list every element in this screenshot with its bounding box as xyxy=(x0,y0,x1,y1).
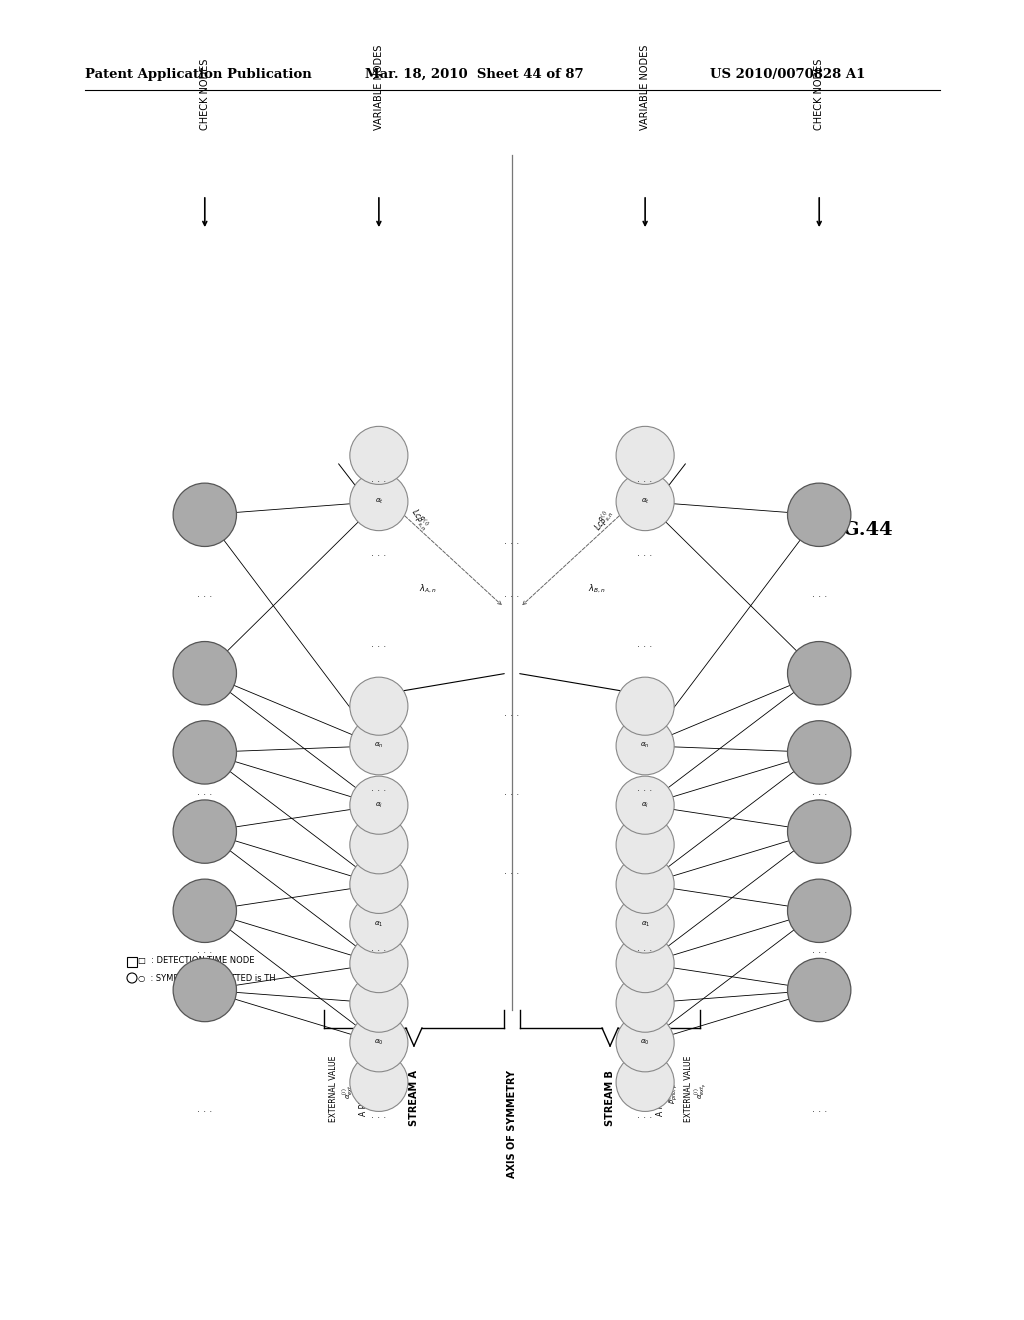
Text: $\alpha_{ext_p}^{(i)}$: $\alpha_{ext_p}^{(i)}$ xyxy=(340,1082,357,1098)
Text: . . .: . . . xyxy=(638,548,652,558)
Text: . . .: . . . xyxy=(505,708,519,718)
Text: EXTERNAL VALUE: EXTERNAL VALUE xyxy=(684,1056,692,1122)
Text: $\alpha_0$: $\alpha_0$ xyxy=(640,1039,650,1047)
Text: $Lc\beta_{s,n}^{(i)}$: $Lc\beta_{s,n}^{(i)}$ xyxy=(592,506,617,533)
Text: $\alpha_n$: $\alpha_n$ xyxy=(640,742,650,750)
Text: $\alpha_n$: $\alpha_n$ xyxy=(374,742,384,750)
Text: $\alpha_i$: $\alpha_i$ xyxy=(375,801,383,809)
Text: $\alpha_1$: $\alpha_1$ xyxy=(374,920,384,928)
Text: . . .: . . . xyxy=(372,474,386,484)
Text: . . .: . . . xyxy=(812,589,826,599)
Circle shape xyxy=(350,677,408,735)
Circle shape xyxy=(616,717,674,775)
Text: CHECK NODES: CHECK NODES xyxy=(814,58,824,129)
Text: . . .: . . . xyxy=(372,783,386,793)
Circle shape xyxy=(787,721,851,784)
Text: A PRIORI VALUE: A PRIORI VALUE xyxy=(359,1056,369,1115)
Circle shape xyxy=(616,1053,674,1111)
Circle shape xyxy=(350,935,408,993)
Circle shape xyxy=(127,973,137,983)
Text: . . .: . . . xyxy=(198,945,212,956)
Circle shape xyxy=(616,677,674,735)
Text: . . .: . . . xyxy=(198,787,212,797)
Circle shape xyxy=(173,483,237,546)
Text: VARIABLE NODES: VARIABLE NODES xyxy=(640,45,650,129)
Text: . . .: . . . xyxy=(638,1110,652,1121)
Circle shape xyxy=(350,776,408,834)
Circle shape xyxy=(173,642,237,705)
Circle shape xyxy=(173,879,237,942)
Text: . . .: . . . xyxy=(372,639,386,649)
Text: . . .: . . . xyxy=(372,942,386,953)
Circle shape xyxy=(350,426,408,484)
Text: . . .: . . . xyxy=(505,536,519,546)
Circle shape xyxy=(787,483,851,546)
Text: . . .: . . . xyxy=(505,866,519,876)
Text: . . .: . . . xyxy=(638,783,652,793)
Text: . . .: . . . xyxy=(505,787,519,797)
Text: . . .: . . . xyxy=(198,589,212,599)
Circle shape xyxy=(616,895,674,953)
Text: . . .: . . . xyxy=(638,639,652,649)
Circle shape xyxy=(173,800,237,863)
Text: ○  : SYMBOL TRANSMITTED is TH: ○ : SYMBOL TRANSMITTED is TH xyxy=(138,974,275,982)
Circle shape xyxy=(616,974,674,1032)
Text: CHECK NODES: CHECK NODES xyxy=(200,58,210,129)
Text: STREAM A: STREAM A xyxy=(409,1071,419,1126)
Text: . . .: . . . xyxy=(372,548,386,558)
Circle shape xyxy=(616,776,674,834)
Circle shape xyxy=(173,721,237,784)
Circle shape xyxy=(616,426,674,484)
Circle shape xyxy=(350,1053,408,1111)
Text: $\beta_{prio,p}^{(i)}$: $\beta_{prio,p}^{(i)}$ xyxy=(666,1082,681,1104)
Text: $\alpha_0$: $\alpha_0$ xyxy=(374,1039,384,1047)
Circle shape xyxy=(787,800,851,863)
Text: Mar. 18, 2010  Sheet 44 of 87: Mar. 18, 2010 Sheet 44 of 87 xyxy=(365,69,584,81)
Circle shape xyxy=(616,855,674,913)
Circle shape xyxy=(616,473,674,531)
Text: $\alpha_{ext_p}^{(i)}$: $\alpha_{ext_p}^{(i)}$ xyxy=(692,1082,710,1098)
Text: $\alpha_t$: $\alpha_t$ xyxy=(641,498,649,506)
Text: AXIS OF SYMMETRY: AXIS OF SYMMETRY xyxy=(507,1071,517,1177)
Text: $\alpha_t$: $\alpha_t$ xyxy=(375,498,383,506)
Text: US 2010/0070828 A1: US 2010/0070828 A1 xyxy=(710,69,865,81)
Text: . . .: . . . xyxy=(812,787,826,797)
Circle shape xyxy=(616,1014,674,1072)
Text: $Lc\beta_{s,n}^{(i)}$: $Lc\beta_{s,n}^{(i)}$ xyxy=(407,506,432,533)
Circle shape xyxy=(350,895,408,953)
Text: VARIABLE NODES: VARIABLE NODES xyxy=(374,45,384,129)
Circle shape xyxy=(787,879,851,942)
Text: FIG.44: FIG.44 xyxy=(820,521,893,539)
Circle shape xyxy=(350,816,408,874)
Text: . . .: . . . xyxy=(812,945,826,956)
Text: Patent Application Publication: Patent Application Publication xyxy=(85,69,311,81)
Text: . . .: . . . xyxy=(198,1104,212,1114)
Text: EXTERNAL VALUE: EXTERNAL VALUE xyxy=(330,1056,338,1122)
Text: STREAM B: STREAM B xyxy=(605,1071,615,1126)
Circle shape xyxy=(173,958,237,1022)
Circle shape xyxy=(616,935,674,993)
Text: □  : DETECTION-TIME NODE: □ : DETECTION-TIME NODE xyxy=(138,956,255,965)
Text: $\alpha_1$: $\alpha_1$ xyxy=(640,920,650,928)
Circle shape xyxy=(350,974,408,1032)
Text: . . .: . . . xyxy=(505,589,519,599)
Text: $\lambda_{B,n}$: $\lambda_{B,n}$ xyxy=(588,583,605,595)
Text: . . .: . . . xyxy=(638,942,652,953)
Circle shape xyxy=(350,473,408,531)
Text: $\lambda_{A,n}$: $\lambda_{A,n}$ xyxy=(419,583,436,595)
Text: . . .: . . . xyxy=(812,1104,826,1114)
Circle shape xyxy=(787,958,851,1022)
Text: $\alpha_i$: $\alpha_i$ xyxy=(641,801,649,809)
Text: A PRIORI VALUE: A PRIORI VALUE xyxy=(655,1056,665,1115)
Circle shape xyxy=(616,816,674,874)
Text: . . .: . . . xyxy=(638,474,652,484)
Text: $\beta_{prio,p}^{(i)}$: $\beta_{prio,p}^{(i)}$ xyxy=(369,1082,385,1104)
Circle shape xyxy=(350,1014,408,1072)
Circle shape xyxy=(350,855,408,913)
Text: . . .: . . . xyxy=(372,1110,386,1121)
Circle shape xyxy=(787,642,851,705)
Circle shape xyxy=(350,717,408,775)
Bar xyxy=(127,957,137,968)
